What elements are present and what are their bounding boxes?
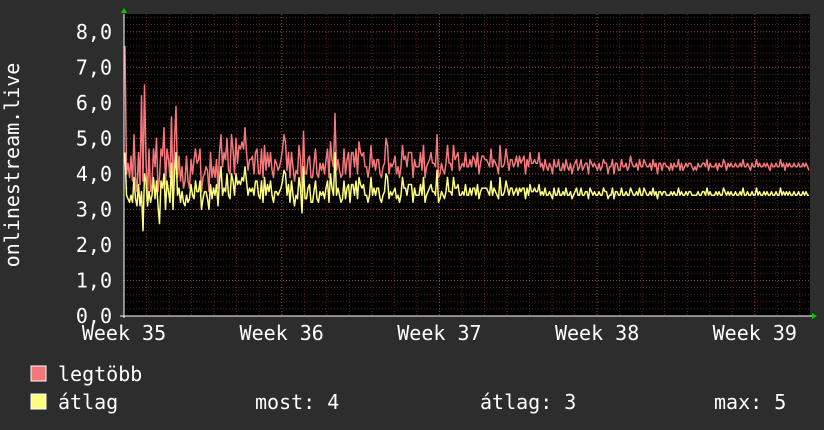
- series-line-0: [124, 45, 810, 200]
- x-tick-label: Week 39: [713, 321, 797, 345]
- x-tick-labels: Week 35 Week 36 Week 37 Week 38 Week 39: [82, 321, 797, 345]
- x-tick-label: Week 38: [555, 321, 639, 345]
- x-tick-label: Week 37: [397, 321, 481, 345]
- stat-most: most: 4: [255, 390, 339, 414]
- axes: [120, 8, 817, 319]
- legend-swatch-atlag: [30, 393, 47, 410]
- y-tick-label: 2,0: [76, 233, 112, 257]
- y-tick-label: 1,0: [76, 268, 112, 292]
- y-tick-label: 4,0: [76, 162, 112, 186]
- y-tick-label: 6,0: [76, 91, 112, 115]
- legend-swatch-legtobb: [30, 365, 47, 382]
- y-tick-label: 7,0: [76, 55, 112, 79]
- y-axis-arrow: [121, 8, 127, 13]
- x-axis-arrow: [812, 313, 817, 319]
- grid: [124, 14, 810, 316]
- y-tick-label: 0,0: [76, 304, 112, 328]
- y-axis-label: onlinestream.live: [0, 63, 24, 268]
- legend-label-atlag: átlag: [58, 390, 118, 414]
- x-tick-label: Week 36: [240, 321, 324, 345]
- stat-max: max: 5: [714, 390, 786, 414]
- series-layer: [124, 45, 810, 232]
- y-tick-label: 8,0: [76, 20, 112, 44]
- stat-atlag: átlag: 3: [480, 390, 576, 414]
- series-line-1: [124, 151, 809, 232]
- legend-label-legtobb: legtöbb: [58, 362, 142, 386]
- y-tick-label: 5,0: [76, 126, 112, 150]
- y-tick-label: 3,0: [76, 197, 112, 221]
- x-tick-label: Week 35: [82, 321, 166, 345]
- y-tick-labels: 0,0 1,0 2,0 3,0 4,0 5,0 6,0 7,0 8,0: [76, 20, 112, 328]
